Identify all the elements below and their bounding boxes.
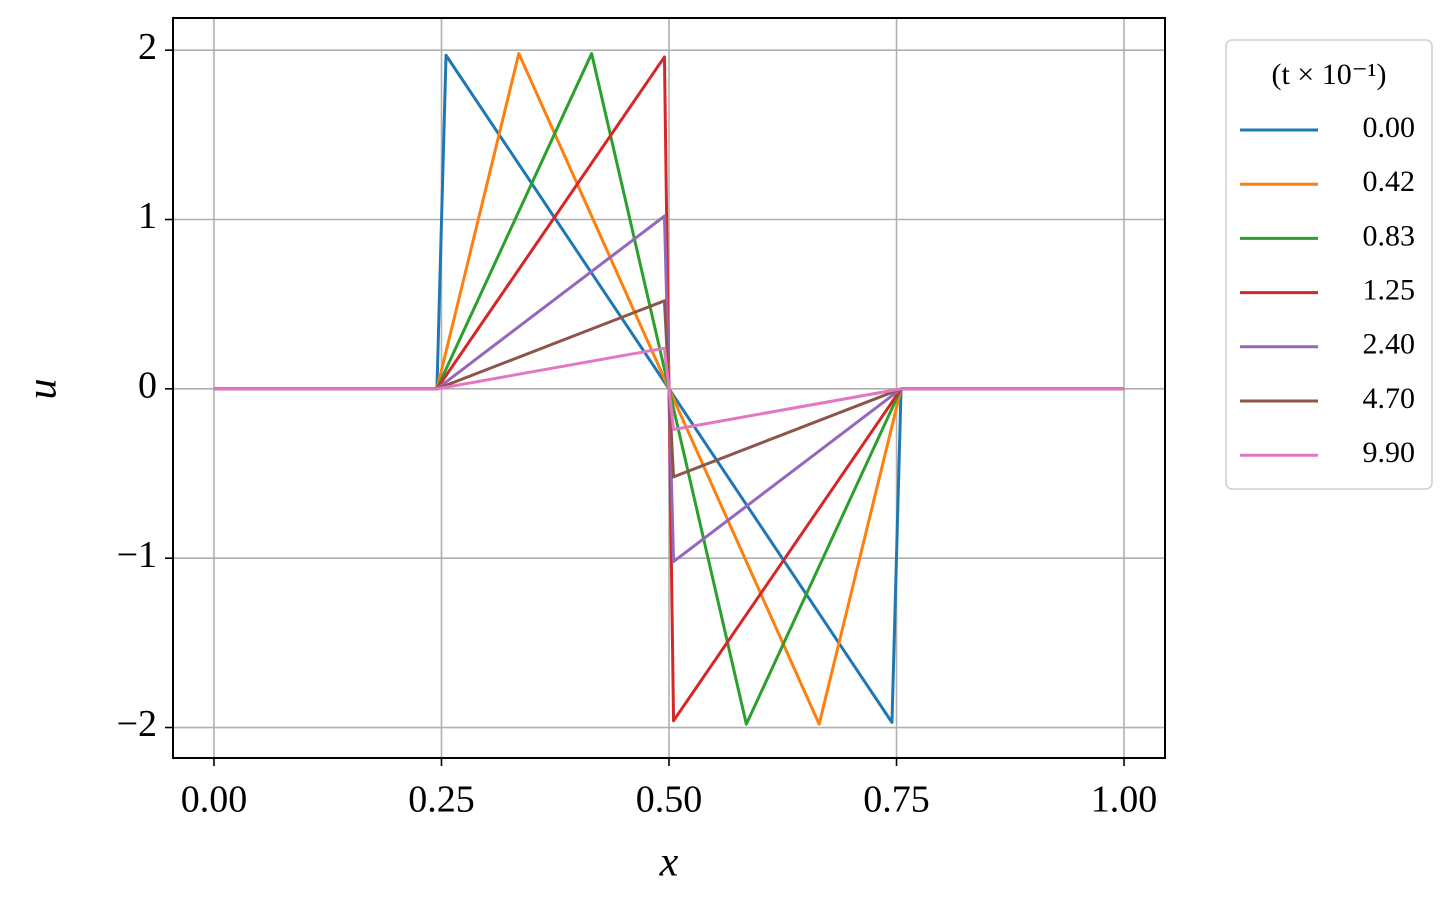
series-line bbox=[213, 346, 1125, 431]
plot-frame bbox=[172, 17, 1166, 759]
legend-label: 2.40 bbox=[1363, 328, 1416, 361]
y-tick-label: −1 bbox=[117, 534, 157, 576]
x-axis-label: x bbox=[659, 840, 679, 886]
x-tick-label: 0.00 bbox=[181, 779, 248, 821]
legend-box bbox=[1225, 39, 1433, 490]
y-tick-label: 2 bbox=[138, 26, 157, 68]
legend-label: 4.70 bbox=[1363, 382, 1416, 415]
y-tick-label: −2 bbox=[117, 703, 157, 745]
y-tick-label: 0 bbox=[138, 365, 157, 407]
legend-label: 9.90 bbox=[1363, 436, 1416, 469]
legend-label: 0.42 bbox=[1363, 165, 1416, 198]
x-tick-label: 1.00 bbox=[1091, 779, 1158, 821]
legend-label: 0.83 bbox=[1363, 219, 1416, 252]
legend-label: 0.00 bbox=[1363, 111, 1416, 144]
x-tick-label: 0.25 bbox=[408, 779, 475, 821]
legend-label: 1.25 bbox=[1363, 273, 1416, 306]
y-axis-label: u bbox=[20, 379, 66, 400]
legend-title: (t × 10⁻¹) bbox=[1271, 58, 1386, 91]
x-tick-label: 0.75 bbox=[863, 779, 930, 821]
x-tick-label: 0.50 bbox=[636, 779, 703, 821]
y-tick-label: 1 bbox=[138, 195, 157, 237]
